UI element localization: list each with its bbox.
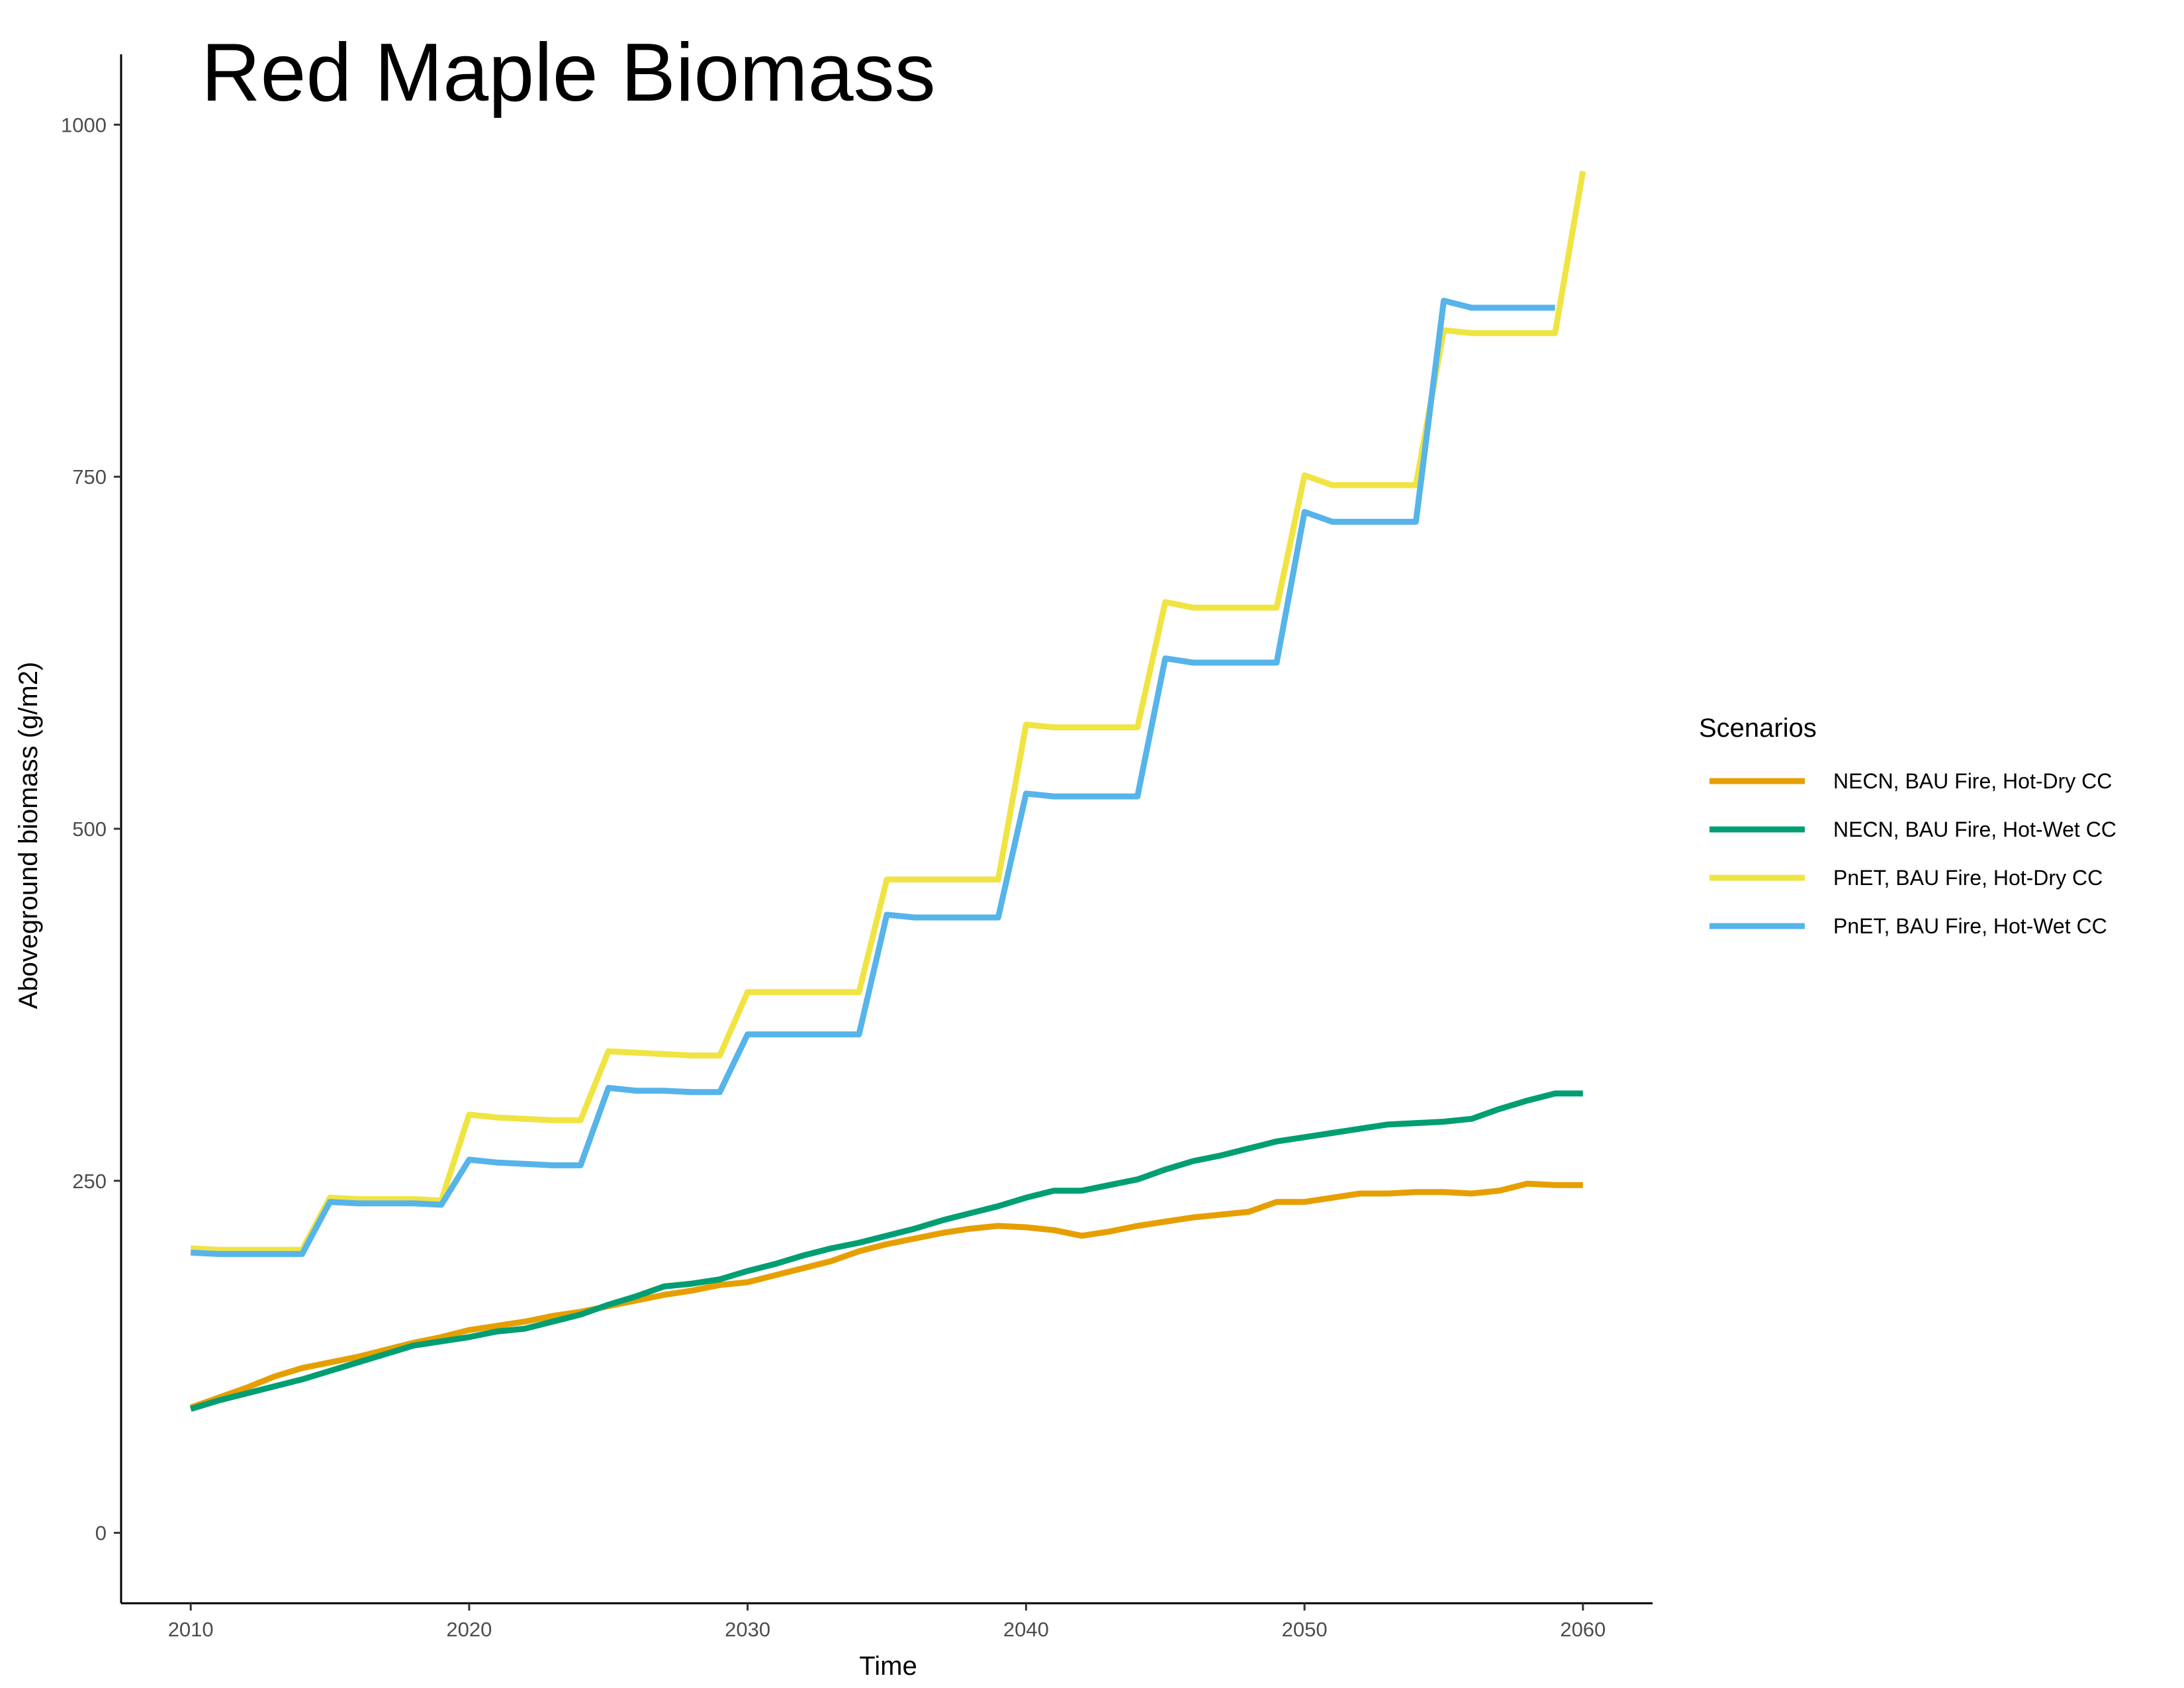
legend-items: NECN, BAU Fire, Hot-Dry CC NECN, BAU Fire… (1709, 769, 2116, 938)
series-line-1 (189, 1180, 1583, 1411)
x-tick-label: 2060 (1560, 1618, 1606, 1641)
y-axis-title: Aboveground biomass (g/m2) (14, 662, 43, 1009)
x-axis-title: Time (859, 1652, 917, 1681)
legend-title: Scenarios (1699, 714, 1817, 743)
x-tick-label: 2010 (168, 1618, 214, 1641)
series-layer (189, 170, 1586, 1412)
y-tick-label: 250 (72, 1170, 107, 1193)
legend-label-3: PnET, BAU Fire, Hot-Dry CC (1833, 866, 2103, 890)
chart-title: Red Maple Biomass (201, 27, 936, 118)
y-axis-ticks: 0 250 500 750 1000 (61, 113, 121, 1545)
x-tick-label: 2020 (446, 1618, 492, 1641)
x-tick-label: 2050 (1282, 1618, 1328, 1641)
y-tick-label: 500 (72, 818, 107, 841)
x-tick-label: 2030 (725, 1618, 770, 1641)
x-axis-ticks: 2010 2020 2030 2040 2050 2060 (168, 1603, 1606, 1641)
series-line-2 (189, 1090, 1583, 1412)
y-tick-label: 1000 (61, 113, 107, 136)
legend: Scenarios NECN, BAU Fire, Hot-Dry CCNECN… (1699, 714, 2116, 938)
series-line-3 (190, 170, 1586, 1253)
legend-label-4: PnET, BAU Fire, Hot-Wet CC (1833, 914, 2107, 938)
legend-label-2: NECN, BAU Fire, Hot-Wet CC (1833, 818, 2116, 841)
x-tick-label: 2040 (1003, 1618, 1049, 1641)
legend-label-1: NECN, BAU Fire, Hot-Dry CC (1833, 769, 2112, 793)
y-tick-label: 750 (72, 465, 107, 489)
y-tick-label: 0 (95, 1522, 107, 1545)
series-line-4 (190, 297, 1555, 1257)
